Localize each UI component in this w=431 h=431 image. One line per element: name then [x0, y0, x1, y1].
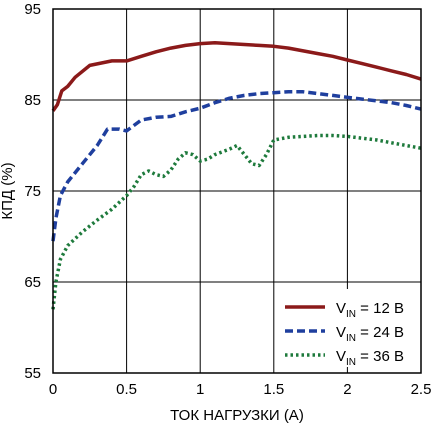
plot-frame: [52, 8, 422, 374]
legend-label-main: V: [336, 300, 346, 317]
legend-box: [278, 289, 418, 367]
y-tick-label: 85: [24, 92, 41, 109]
x-tick-label: 2: [343, 381, 351, 398]
y-tick-label: 55: [24, 365, 41, 382]
legend-label-rest: = 36 В: [356, 348, 404, 365]
tick-labels: 0 0.5 1 1.5 2 2.5 55 65 75 85 95: [24, 1, 431, 398]
legend-label-1: VIN = 24 В: [336, 324, 404, 344]
series-lines: [51, 40, 422, 310]
x-tick-label: 0: [49, 381, 57, 398]
legend-label-rest: = 24 В: [356, 324, 404, 341]
legend-label-sub: IN: [346, 333, 356, 344]
y-tick-label: 75: [24, 183, 41, 200]
x-tick-label: 2.5: [411, 381, 431, 398]
legend-label-sub: IN: [346, 309, 356, 320]
y-tick-label: 95: [24, 1, 41, 18]
legend-label-2: VIN = 36 В: [336, 348, 404, 368]
legend-label-sub: IN: [346, 357, 356, 368]
x-tick-label: 1.5: [263, 381, 284, 398]
legend-label-rest: = 12 В: [356, 300, 404, 317]
y-axis-label: КПД (%): [0, 162, 16, 219]
series-line-0: [51, 40, 422, 112]
legend-label-0: VIN = 12 В: [336, 300, 404, 320]
y-tick-label: 65: [24, 274, 41, 291]
series-line-2: [51, 133, 422, 310]
x-tick-label: 1: [196, 381, 204, 398]
legend-label-main: V: [336, 348, 346, 365]
x-axis-label: ТОК НАГРУЗКИ (А): [170, 407, 304, 424]
series-line-1: [51, 90, 422, 242]
x-tick-label: 0.5: [116, 381, 137, 398]
legend-label-main: V: [336, 324, 346, 341]
